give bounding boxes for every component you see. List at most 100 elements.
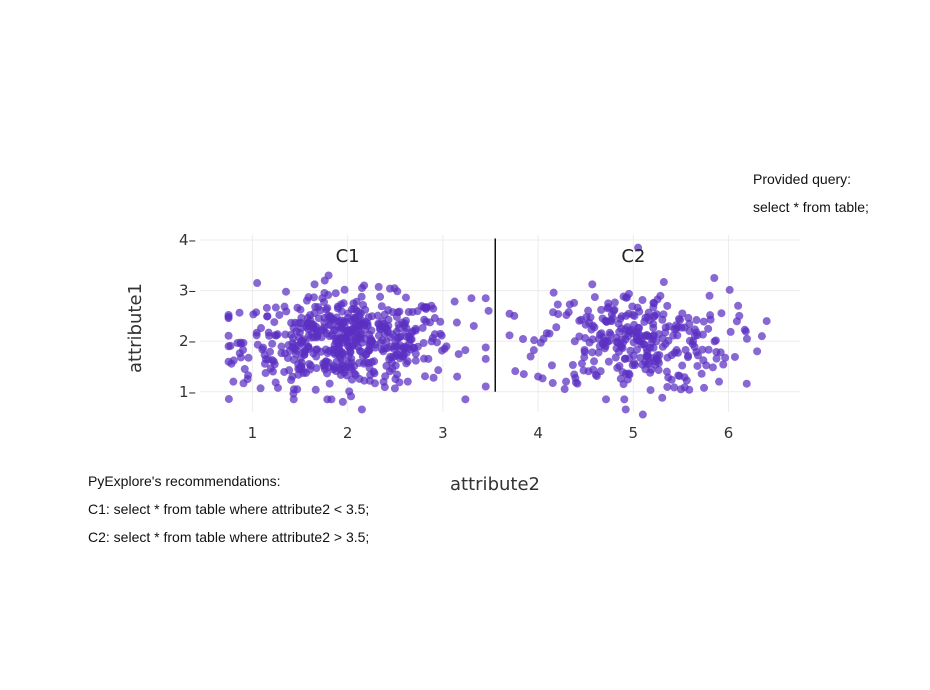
- data-point: [637, 340, 646, 349]
- data-point: [577, 359, 586, 368]
- data-point: [568, 361, 577, 370]
- data-point: [244, 353, 253, 362]
- data-point: [585, 318, 594, 327]
- data-point: [676, 385, 685, 394]
- data-point: [352, 305, 361, 314]
- data-point: [359, 359, 368, 368]
- data-point: [285, 366, 294, 375]
- data-point: [735, 311, 744, 320]
- data-point: [548, 379, 557, 388]
- data-point: [224, 331, 233, 340]
- data-point: [377, 302, 386, 311]
- data-point: [461, 346, 470, 355]
- data-point: [391, 361, 400, 370]
- data-point: [690, 331, 699, 340]
- data-point: [297, 313, 306, 322]
- data-point: [664, 373, 673, 382]
- data-point: [734, 301, 743, 310]
- data-point: [260, 359, 269, 368]
- data-point: [395, 333, 404, 342]
- data-point: [390, 384, 399, 393]
- data-point: [453, 372, 462, 381]
- data-point: [263, 312, 272, 321]
- data-point: [359, 300, 368, 309]
- y-axis-title: attribute1: [125, 283, 146, 373]
- data-point: [620, 354, 629, 363]
- data-point: [621, 405, 630, 414]
- data-point: [371, 340, 380, 349]
- data-point: [705, 291, 714, 300]
- data-point: [293, 303, 302, 312]
- x-tick-label: 6: [724, 424, 734, 442]
- data-point: [699, 317, 708, 326]
- data-point: [304, 344, 313, 353]
- data-point: [253, 279, 262, 288]
- data-point: [325, 379, 334, 388]
- data-point: [757, 332, 766, 341]
- x-axis-title: attribute2: [450, 474, 540, 495]
- data-point: [712, 354, 721, 363]
- data-point: [692, 316, 701, 325]
- data-point: [526, 352, 535, 361]
- data-point: [277, 342, 286, 351]
- data-point: [587, 325, 596, 334]
- data-point: [256, 384, 265, 393]
- data-point: [560, 385, 569, 394]
- data-point: [311, 345, 320, 354]
- data-point: [673, 348, 682, 357]
- data-point: [678, 309, 687, 318]
- data-point: [692, 348, 701, 357]
- data-point: [370, 357, 379, 366]
- data-point: [364, 346, 373, 355]
- data-point: [481, 382, 490, 391]
- data-point: [505, 331, 514, 340]
- data-point: [360, 281, 369, 290]
- data-point: [374, 282, 383, 291]
- data-point: [376, 292, 385, 301]
- data-point: [333, 336, 342, 345]
- data-point: [562, 311, 571, 320]
- data-point: [405, 333, 414, 342]
- data-point: [584, 306, 593, 315]
- data-point: [357, 292, 366, 301]
- data-point: [268, 356, 277, 365]
- data-point: [693, 361, 702, 370]
- data-point: [646, 386, 655, 395]
- data-point: [275, 310, 284, 319]
- data-point: [365, 376, 374, 385]
- data-point: [716, 348, 725, 357]
- data-point: [289, 395, 298, 404]
- data-point: [240, 365, 249, 374]
- data-point: [619, 292, 628, 301]
- data-point: [437, 331, 446, 340]
- data-point: [529, 346, 538, 355]
- data-point: [357, 405, 366, 414]
- data-point: [590, 293, 599, 302]
- data-point: [268, 339, 277, 348]
- data-point: [711, 336, 720, 345]
- data-point: [615, 327, 624, 336]
- data-point: [235, 308, 244, 317]
- data-point: [704, 324, 713, 333]
- data-point: [302, 296, 311, 305]
- data-point: [614, 347, 623, 356]
- data-point: [610, 298, 619, 307]
- data-point: [640, 317, 649, 326]
- data-point: [320, 313, 329, 322]
- data-point: [481, 294, 490, 303]
- data-point: [273, 383, 282, 392]
- data-point: [631, 361, 640, 370]
- data-point: [355, 374, 364, 383]
- data-point: [304, 321, 313, 330]
- x-tick-label: 4: [533, 424, 543, 442]
- data-point: [360, 334, 369, 343]
- data-point: [753, 347, 762, 356]
- data-point: [323, 304, 332, 313]
- data-point: [350, 313, 359, 322]
- points-layer: [224, 243, 771, 419]
- y-tick-label: 2–: [179, 332, 196, 350]
- data-point: [519, 370, 528, 379]
- data-point: [384, 306, 393, 315]
- data-point: [481, 354, 490, 363]
- data-point: [343, 327, 352, 336]
